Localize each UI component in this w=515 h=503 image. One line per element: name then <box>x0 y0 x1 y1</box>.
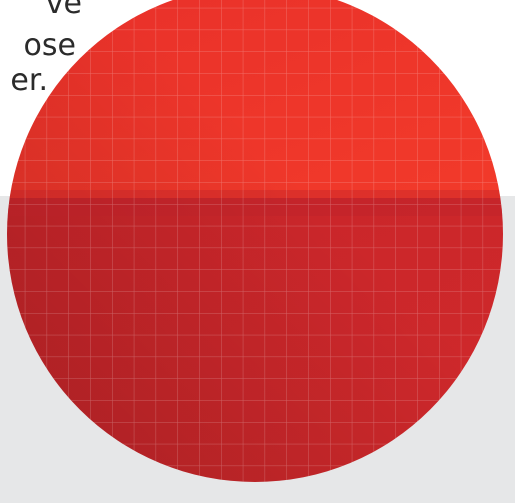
text-line-3: er. <box>10 63 48 98</box>
text-line-1: ve <box>45 0 82 21</box>
text-line-2: ose <box>23 28 76 63</box>
